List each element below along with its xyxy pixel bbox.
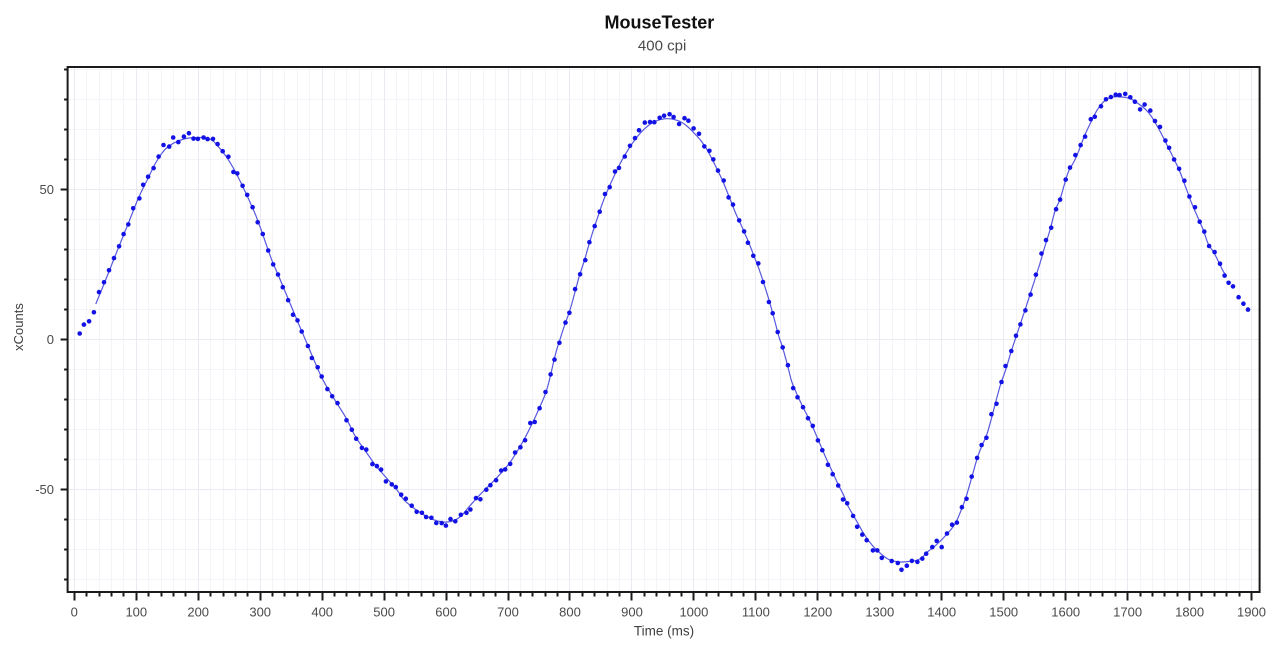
svg-text:1200: 1200	[803, 605, 832, 620]
svg-text:50: 50	[40, 182, 54, 197]
svg-text:200: 200	[187, 605, 209, 620]
svg-text:1500: 1500	[989, 605, 1018, 620]
svg-text:100: 100	[125, 605, 147, 620]
svg-text:700: 700	[497, 605, 519, 620]
svg-text:1000: 1000	[679, 605, 708, 620]
svg-text:xCounts: xCounts	[11, 303, 26, 351]
svg-text:1700: 1700	[1113, 605, 1142, 620]
svg-text:1100: 1100	[742, 605, 770, 620]
svg-text:Time (ms): Time (ms)	[634, 623, 694, 638]
svg-text:300: 300	[249, 605, 271, 620]
svg-text:1300: 1300	[865, 605, 894, 620]
svg-text:1900: 1900	[1237, 605, 1266, 620]
svg-text:1600: 1600	[1051, 605, 1080, 620]
svg-text:MouseTester: MouseTester	[605, 12, 715, 32]
svg-text:400 cpi: 400 cpi	[638, 38, 686, 55]
svg-text:1400: 1400	[927, 605, 956, 620]
svg-text:500: 500	[373, 605, 395, 620]
svg-text:400: 400	[311, 605, 333, 620]
svg-text:800: 800	[559, 605, 581, 620]
svg-text:0: 0	[71, 605, 78, 620]
svg-text:600: 600	[435, 605, 457, 620]
svg-text:-50: -50	[35, 482, 54, 497]
svg-text:900: 900	[621, 605, 643, 620]
svg-text:1800: 1800	[1175, 605, 1204, 620]
svg-text:0: 0	[47, 332, 54, 347]
